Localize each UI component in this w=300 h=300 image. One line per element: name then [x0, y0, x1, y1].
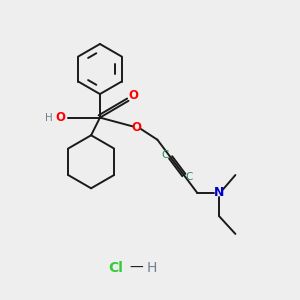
Text: O: O [55, 111, 65, 124]
Text: H: H [44, 112, 52, 123]
Text: —: — [130, 261, 144, 275]
Text: O: O [132, 122, 142, 134]
Text: C: C [162, 150, 169, 160]
Text: H: H [146, 261, 157, 275]
Text: Cl: Cl [109, 261, 124, 275]
Text: N: N [214, 186, 224, 199]
Text: C: C [185, 172, 193, 182]
Text: O: O [128, 89, 138, 102]
